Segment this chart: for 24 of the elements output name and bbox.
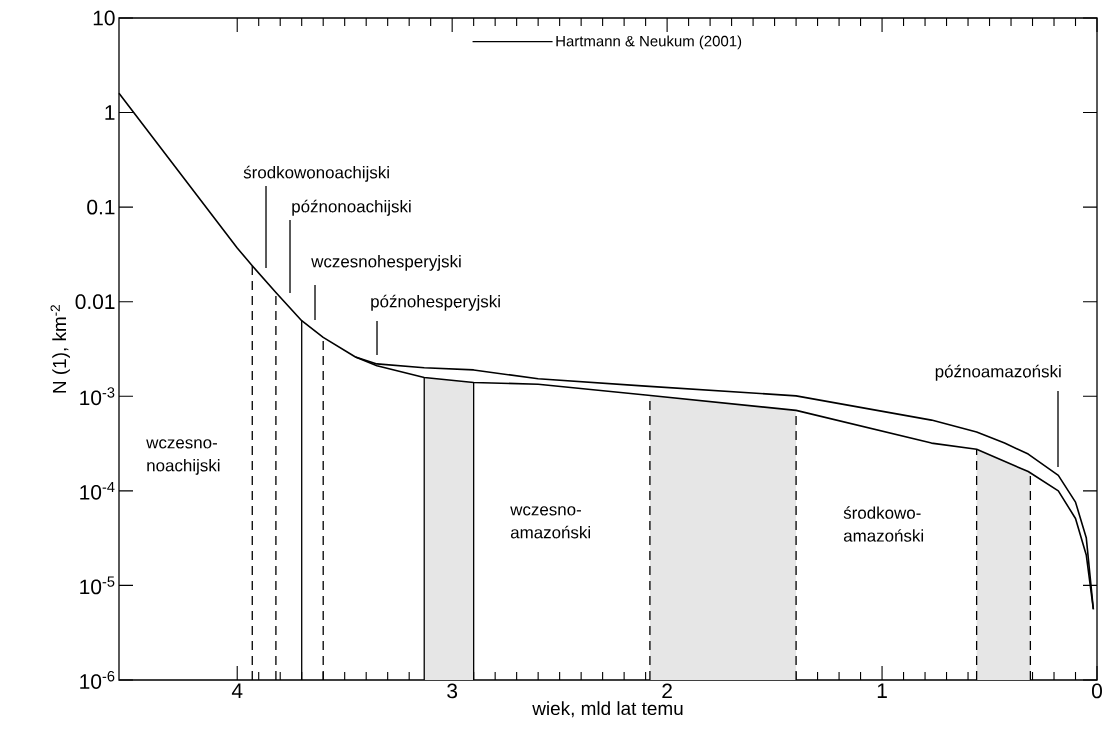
annotation: późnoamazoński (935, 364, 1061, 381)
x-tick-label: 0 (1092, 683, 1102, 699)
y-axis-title: N (1), km$^{-2}$ (50, 305, 70, 393)
y-tick-label: 10$^{-5}$ (80, 576, 115, 595)
annotation: środkowo-amazoński (843, 506, 924, 542)
annotation: wczesno-noachijski (146, 439, 220, 475)
x-tick-label: 1 (877, 683, 887, 698)
y-tick-label: 10$^{-3}$ (80, 387, 115, 406)
y-tick-label: 0.01 (75, 294, 115, 310)
y-tick-label: 10 (93, 10, 115, 26)
x-tick-label: 3 (447, 683, 458, 699)
y-tick-label: 1 (105, 105, 115, 120)
y-tick-label: 0.1 (87, 199, 115, 215)
annotation: wczesnohesperyjski (311, 255, 461, 271)
annotation: środkowonoachijski (243, 165, 389, 182)
y-tick-label: 10$^{-6}$ (80, 671, 115, 689)
x-tick-label: 2 (662, 683, 672, 699)
legend-label: Hartmann & Neukum (2001) (556, 35, 742, 50)
y-tick-label: 10$^{-4}$ (80, 481, 115, 500)
annotation: wczesno-amazoński (510, 506, 590, 539)
x-tick-label: 4 (231, 683, 243, 698)
annotation: późnohesperyjski (371, 294, 500, 311)
annotation: późnonoachijski (292, 199, 411, 216)
x-axis-title: wiek, mld lat temu (532, 701, 683, 718)
